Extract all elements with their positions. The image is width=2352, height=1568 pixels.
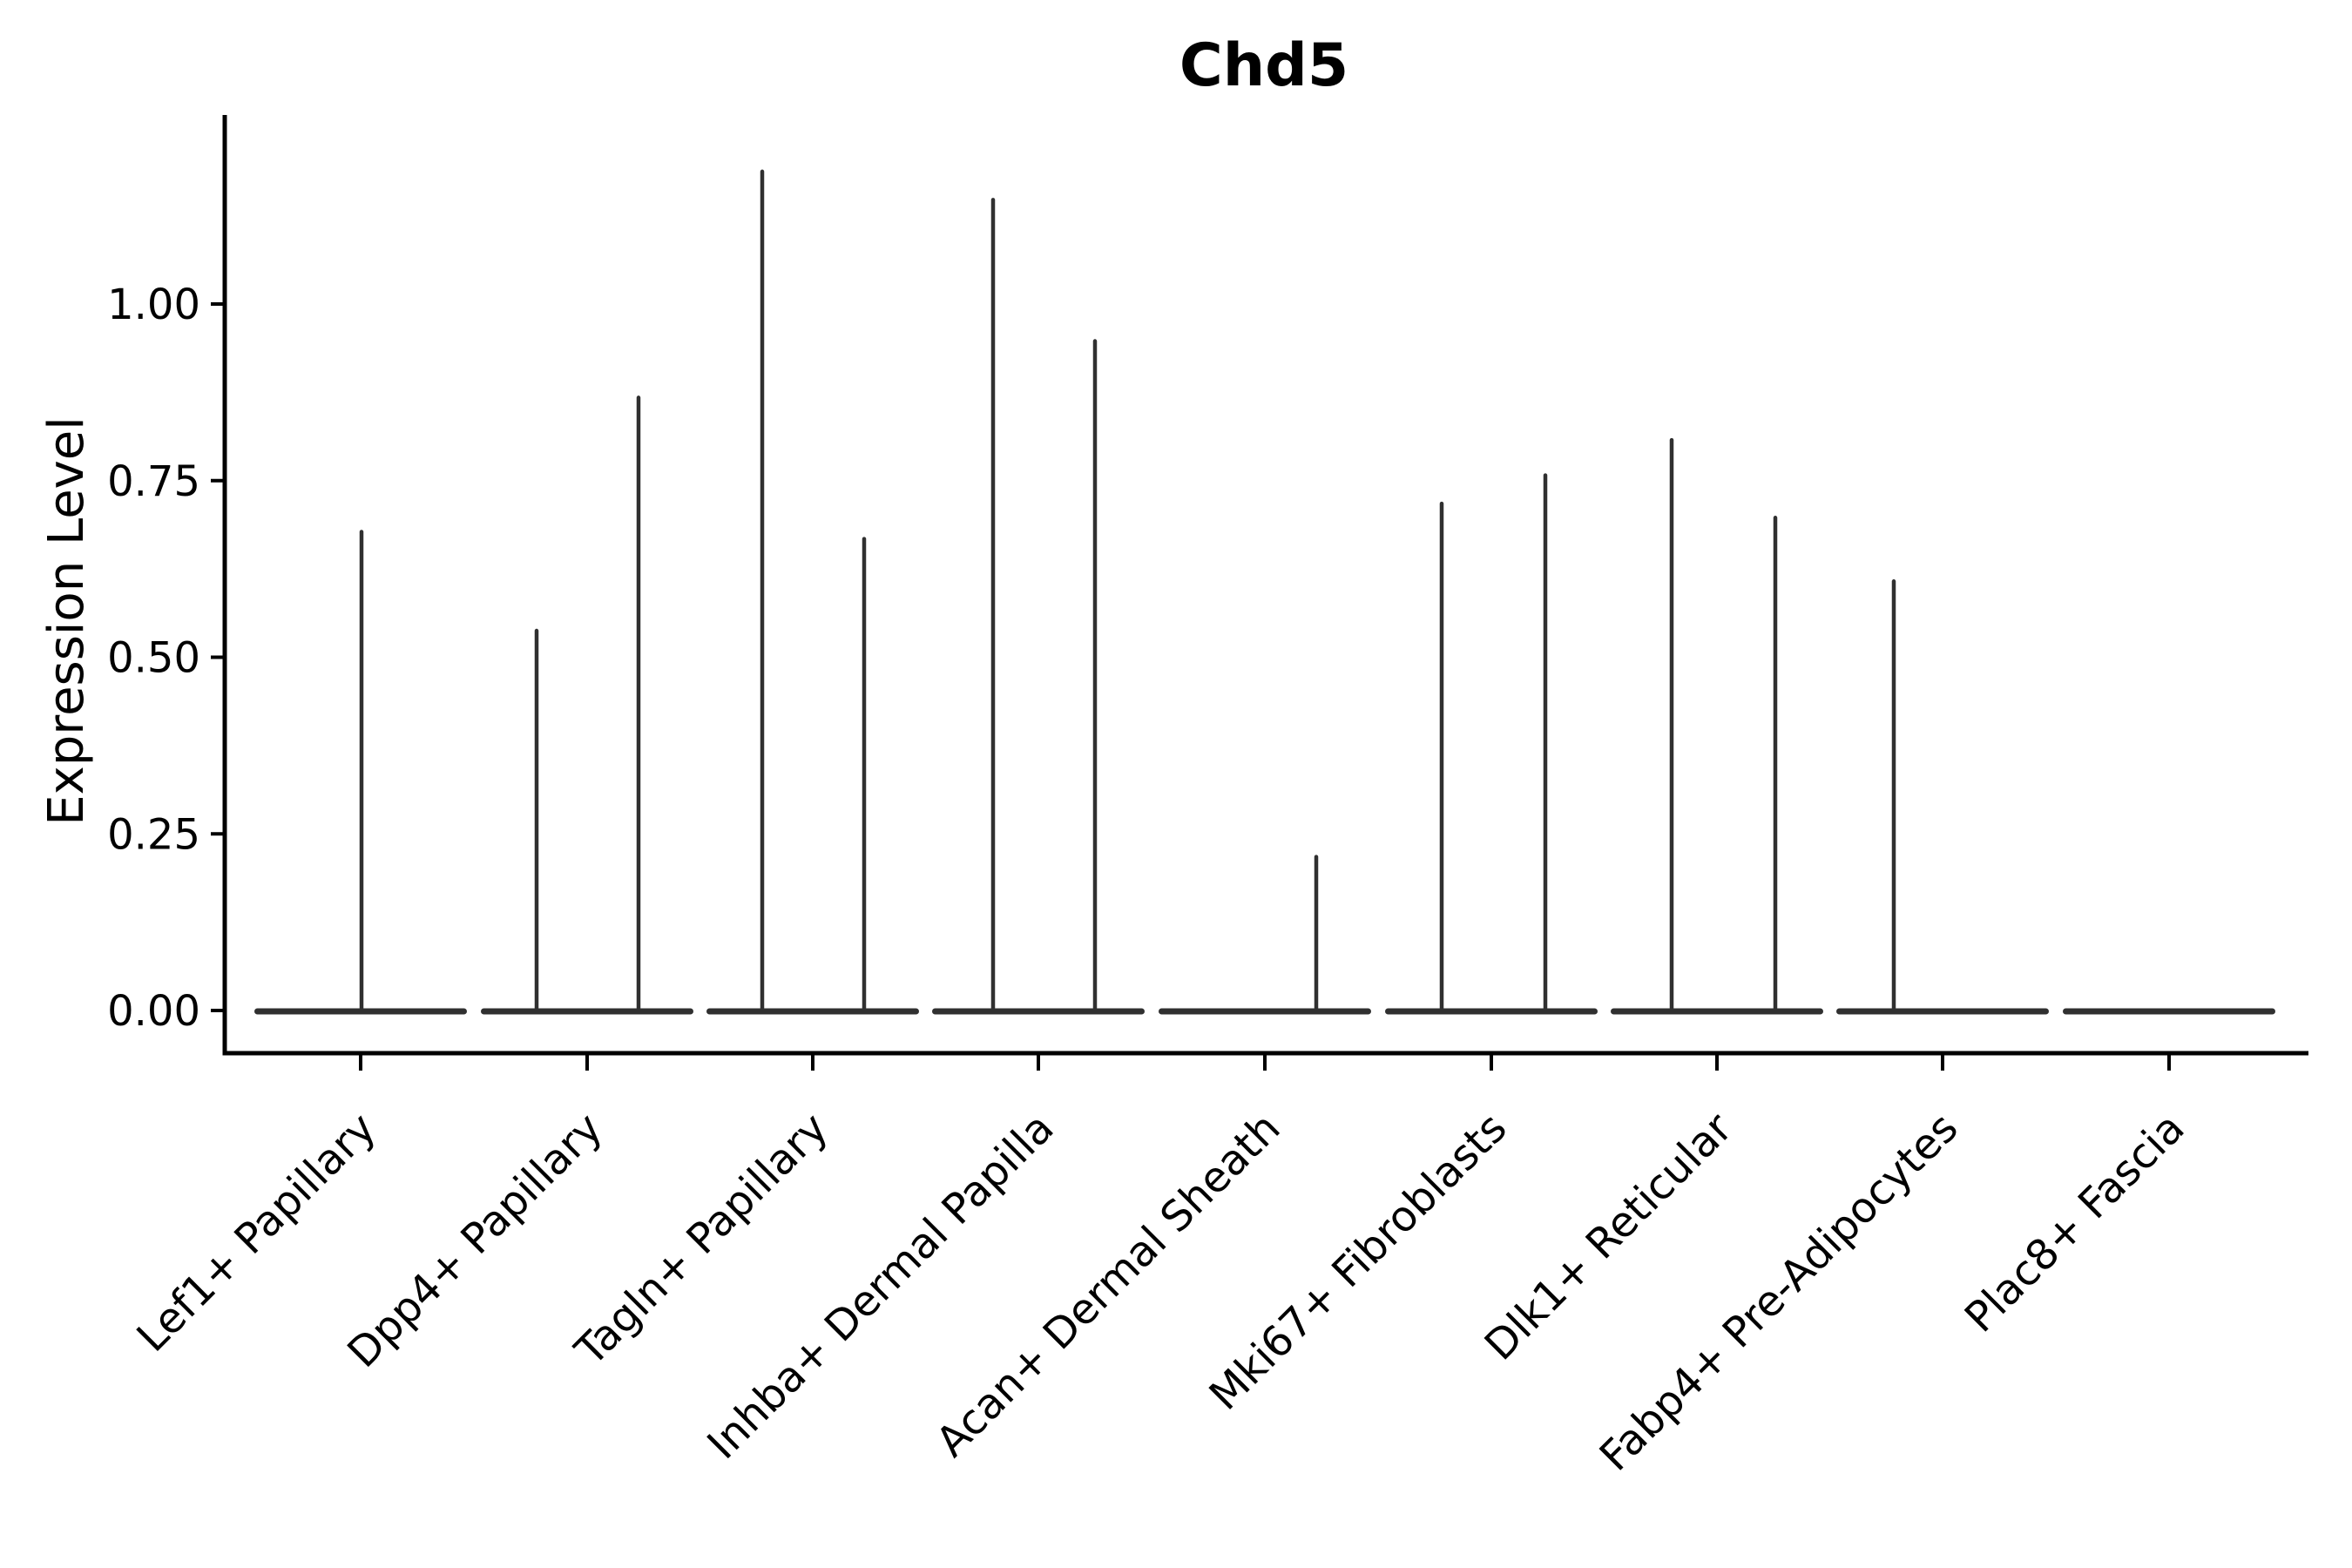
x-category-label: Dlk1+ Reticular — [1476, 1104, 1742, 1370]
x-category-label: Fabp4+ Pre-Adipocytes — [1591, 1104, 1968, 1481]
x-category-label: Lef1+ Papillary — [128, 1104, 386, 1362]
y-tick-label: 1.00 — [107, 280, 200, 329]
x-category-label: Plac8+ Fascia — [1956, 1104, 2194, 1342]
y-tick-label: 0.75 — [107, 457, 200, 506]
violins — [254, 169, 2275, 1015]
plot-title: Chd5 — [1179, 31, 1348, 100]
y-axis-label: Expression Level — [38, 416, 95, 826]
y-tick-label: 0.00 — [107, 987, 200, 1036]
y-tick-label: 0.50 — [107, 634, 200, 683]
y-tick-label: 0.25 — [107, 810, 200, 859]
